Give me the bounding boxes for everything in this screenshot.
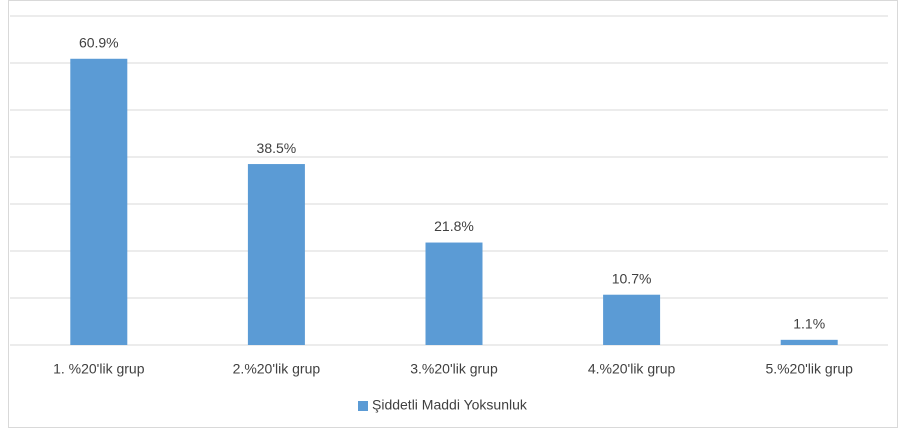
legend-swatch — [358, 401, 368, 411]
data-label: 21.8% — [434, 218, 474, 234]
data-label: 1.1% — [793, 316, 825, 332]
legend-label: Şiddetli Maddi Yoksunluk — [372, 397, 528, 413]
bar — [603, 294, 661, 345]
x-tick-label: 3.%20'lik grup — [410, 361, 498, 377]
bar — [247, 164, 305, 345]
data-label: 60.9% — [79, 34, 119, 50]
data-label: 10.7% — [612, 270, 652, 286]
bar — [70, 58, 128, 346]
data-label: 38.5% — [257, 140, 297, 156]
x-tick-label: 5.%20'lik grup — [765, 361, 853, 377]
bar — [425, 242, 483, 345]
x-tick-label: 4.%20'lik grup — [588, 361, 676, 377]
chart-border — [8, 0, 898, 428]
x-tick-label: 1. %20'lik grup — [53, 361, 145, 377]
bar — [780, 339, 838, 345]
x-tick-label: 2.%20'lik grup — [233, 361, 321, 377]
